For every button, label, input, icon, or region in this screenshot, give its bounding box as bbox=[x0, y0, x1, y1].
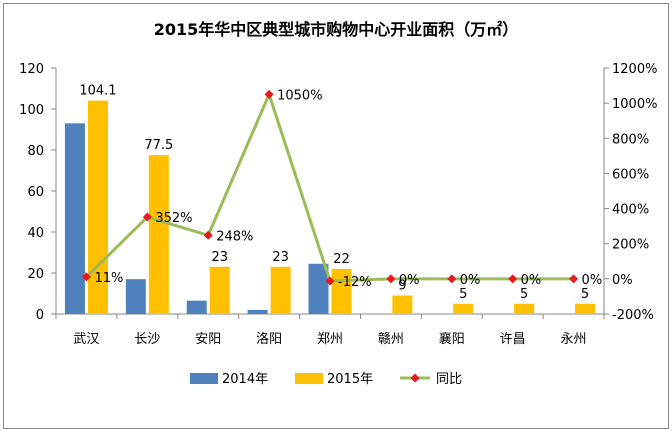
y-right-tick-label: 1200% bbox=[612, 62, 657, 77]
yoy-data-label: 0% bbox=[460, 273, 481, 288]
y-right-tick-label: 0% bbox=[612, 273, 633, 288]
legend-label: 同比 bbox=[436, 372, 462, 387]
x-tick-label: 郑州 bbox=[317, 332, 343, 347]
legend-label: 2015年 bbox=[327, 372, 373, 387]
data-labels: 104.1 77.5 23 23 22 9 5 5 5 11% 352% 248% 1050% -12% 0… bbox=[79, 84, 602, 302]
yoy-data-label: 248% bbox=[216, 229, 253, 244]
yoy-point-marker bbox=[203, 230, 213, 240]
bar-2015 bbox=[270, 266, 291, 314]
chart-title: 2015年华中区典型城市购物中心开业面积（万㎡） bbox=[154, 20, 519, 39]
yoy-line bbox=[81, 89, 579, 286]
x-tick-label: 安阳 bbox=[195, 332, 221, 347]
y-right-tick-label: 200% bbox=[612, 238, 649, 253]
yoy-point-marker bbox=[81, 272, 91, 282]
bar-2015 bbox=[575, 303, 596, 314]
y-left-tick-label: 20 bbox=[27, 267, 44, 282]
x-tick-label: 赣州 bbox=[378, 332, 404, 347]
bar-2015 bbox=[148, 155, 169, 314]
y-left-tick-label: 100 bbox=[19, 103, 44, 118]
legend: 2014年 2015年 同比 bbox=[190, 372, 462, 387]
x-tick-label: 长沙 bbox=[134, 332, 160, 347]
yoy-point-marker bbox=[447, 274, 457, 284]
yoy-data-label: 1050% bbox=[277, 88, 322, 103]
yoy-point-marker bbox=[386, 274, 396, 284]
yoy-data-label: 352% bbox=[155, 211, 192, 226]
bar-data-label: 77.5 bbox=[144, 138, 173, 153]
yoy-data-label: -12% bbox=[338, 275, 372, 290]
y-left-tick-label: 80 bbox=[27, 144, 44, 159]
y-right-tick-label: 1000% bbox=[612, 97, 657, 112]
yoy-point-marker bbox=[264, 89, 274, 99]
x-tick-label: 永州 bbox=[561, 332, 587, 347]
yoy-data-label: 0% bbox=[521, 273, 542, 288]
yoy-point-marker bbox=[142, 212, 152, 222]
y-left-tick-label: 40 bbox=[27, 226, 44, 241]
yoy-data-label: 0% bbox=[582, 273, 603, 288]
bar-2014 bbox=[64, 123, 85, 314]
bar-2014 bbox=[125, 279, 146, 314]
legend-swatch-marker bbox=[410, 373, 420, 383]
legend-swatch-bar bbox=[190, 373, 218, 384]
y-right-tick-label: 800% bbox=[612, 132, 649, 147]
bar-data-label: 22 bbox=[333, 252, 350, 267]
x-tick-label: 许昌 bbox=[500, 332, 526, 347]
bar-2015 bbox=[209, 266, 230, 314]
yoy-point-marker bbox=[569, 274, 579, 284]
yoy-data-label: 11% bbox=[94, 271, 123, 286]
bar-2014 bbox=[308, 263, 329, 314]
yoy-point-marker bbox=[325, 276, 335, 286]
yoy-point-marker bbox=[508, 274, 518, 284]
bar-data-label: 5 bbox=[459, 287, 467, 302]
bar-2015 bbox=[514, 303, 535, 314]
y-left-tick-label: 0 bbox=[36, 308, 44, 323]
axes: 0 20 40 60 80 100 120 -200% 0% 200% 400% 600% 800% 10… bbox=[19, 62, 657, 347]
x-tick-label: 襄阳 bbox=[439, 331, 465, 347]
y-right-tick-label: 400% bbox=[612, 203, 649, 218]
x-tick-label: 武汉 bbox=[73, 332, 99, 347]
y-right-tick-label: 600% bbox=[612, 167, 649, 182]
y-left-tick-label: 120 bbox=[19, 62, 44, 77]
bar-data-label: 5 bbox=[520, 287, 528, 302]
bar-data-label: 5 bbox=[581, 287, 589, 302]
chart-frame bbox=[3, 3, 669, 429]
bar-2014 bbox=[247, 309, 268, 314]
bars bbox=[64, 100, 596, 314]
legend-label: 2014年 bbox=[222, 372, 268, 387]
bar-data-label: 23 bbox=[272, 250, 289, 265]
bar-2014 bbox=[186, 300, 207, 314]
yoy-data-label: 0% bbox=[399, 273, 420, 288]
x-tick-label: 洛阳 bbox=[256, 332, 282, 347]
bar-data-label: 23 bbox=[211, 250, 228, 265]
legend-swatch-bar bbox=[295, 373, 323, 384]
bar-data-label: 104.1 bbox=[79, 84, 116, 99]
y-left-tick-label: 60 bbox=[27, 185, 44, 200]
bar-data-label: 9 bbox=[398, 279, 406, 294]
bar-2015 bbox=[453, 303, 474, 314]
y-right-tick-label: -200% bbox=[612, 308, 654, 323]
bar-2015 bbox=[392, 295, 413, 314]
